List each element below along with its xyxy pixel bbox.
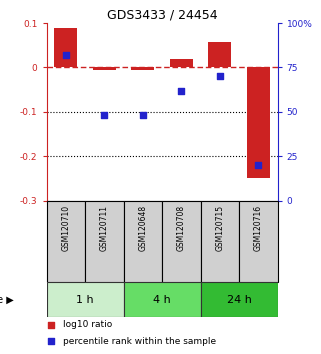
Bar (131, 67, 154, 70)
Bar (85, 201, 124, 282)
Text: percentile rank within the sample: percentile rank within the sample (63, 337, 216, 346)
Text: 24 h: 24 h (227, 295, 252, 305)
Point (179, 88, 184, 93)
Text: GSM120716: GSM120716 (254, 205, 263, 251)
Bar (54, 28, 77, 67)
Bar (47, 282, 124, 318)
Text: GSM120711: GSM120711 (100, 205, 109, 251)
Point (48, 322, 54, 327)
Bar (201, 282, 278, 318)
Text: GSM120715: GSM120715 (215, 205, 224, 251)
Point (140, 113, 145, 118)
Text: 1 h: 1 h (76, 295, 94, 305)
Point (217, 74, 222, 79)
Bar (239, 201, 278, 282)
Point (102, 113, 107, 118)
Bar (201, 201, 239, 282)
Bar (93, 67, 116, 70)
Bar (47, 201, 85, 282)
Text: time ▶: time ▶ (0, 295, 14, 305)
Bar (124, 201, 162, 282)
Text: log10 ratio: log10 ratio (63, 320, 112, 329)
Bar (162, 201, 201, 282)
Text: GSM120708: GSM120708 (177, 205, 186, 251)
Text: 4 h: 4 h (153, 295, 171, 305)
Bar (208, 42, 231, 67)
Title: GDS3433 / 24454: GDS3433 / 24454 (107, 9, 217, 22)
Bar (124, 282, 201, 318)
Text: GSM120710: GSM120710 (61, 205, 70, 251)
Point (48, 338, 54, 344)
Bar (170, 59, 193, 67)
Point (256, 162, 261, 168)
Bar (247, 67, 270, 178)
Point (63, 52, 68, 58)
Text: GSM120648: GSM120648 (138, 205, 147, 251)
